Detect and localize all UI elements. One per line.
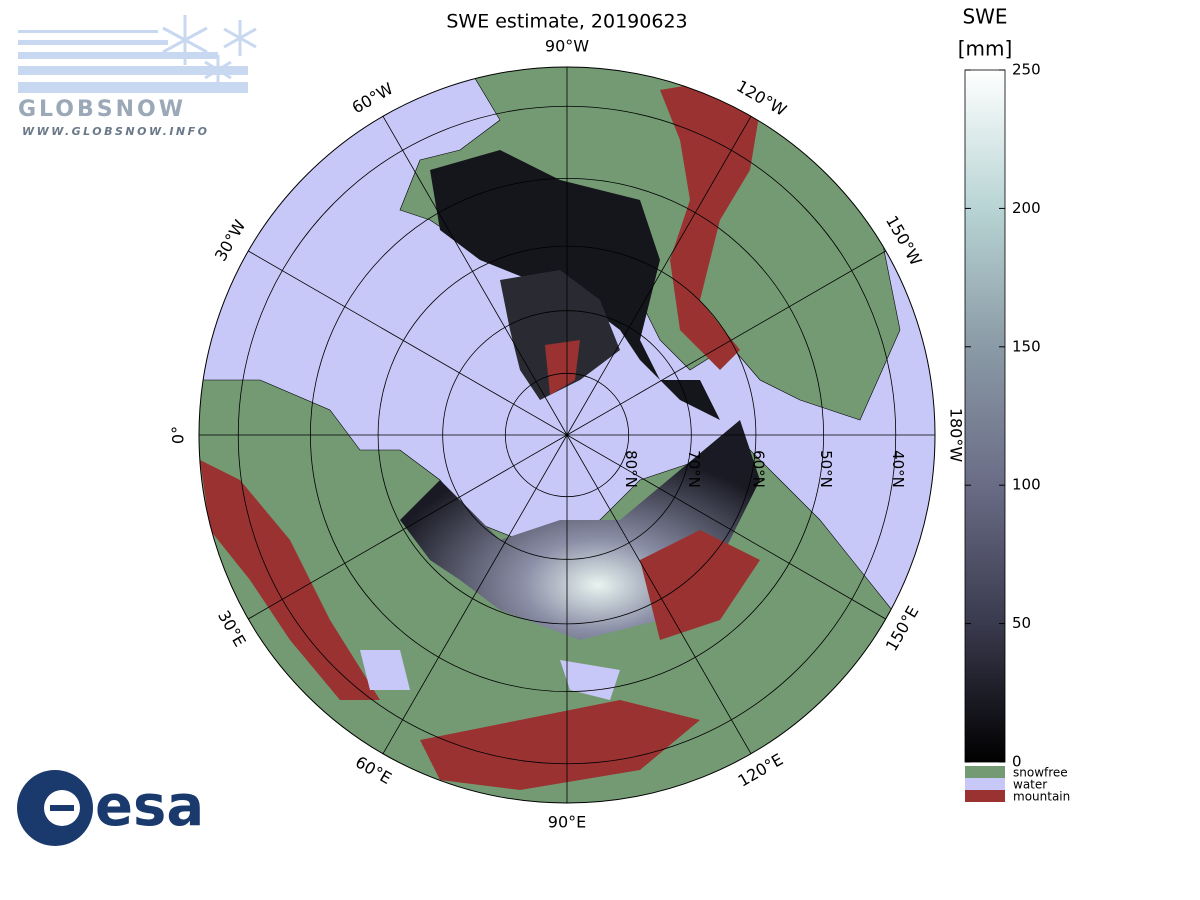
scandinavia-mtn — [200, 460, 380, 700]
meridian — [382, 434, 568, 754]
longitude-label: 60°W — [349, 79, 397, 118]
greenland-mtn — [545, 340, 580, 395]
esa-logo: esa — [17, 770, 204, 846]
meridian — [382, 116, 568, 436]
logo-name: GLOBSNOW — [18, 97, 186, 122]
longitude-label: 0° — [169, 426, 188, 444]
meridian — [248, 434, 568, 620]
class-swatch — [965, 766, 1005, 778]
siberia-mtn — [640, 530, 760, 640]
colorbar-unit: [mm] — [958, 37, 1013, 61]
lakes — [360, 650, 620, 700]
meridian — [566, 116, 752, 436]
meridian — [566, 434, 752, 754]
colorbar-tick-label: 200 — [1012, 199, 1041, 217]
class-label: snowfree — [1013, 766, 1068, 780]
class-label: water — [1013, 778, 1047, 792]
class-swatch — [965, 790, 1005, 802]
greenland-area — [500, 270, 620, 400]
colorbar-tick-label: 50 — [1012, 614, 1031, 632]
globsnow-logo: GLOBSNOW WWW.GLOBSNOW.INFO — [18, 15, 257, 138]
colorbar: SWE [mm] 0 50 100 150 200 250 snowfreewatermou… — [958, 5, 1071, 804]
latitude-label: 70°N — [685, 450, 703, 488]
meridian — [566, 250, 886, 436]
map-boundary — [198, 66, 936, 804]
longitude-label: 30°E — [214, 607, 250, 650]
colorbar-title: SWE — [962, 5, 1007, 29]
latitude-label: 40°N — [889, 450, 907, 488]
title: SWE estimate, 20190623 — [446, 11, 687, 33]
esa-text: esa — [95, 774, 204, 839]
class-swatch — [965, 778, 1005, 790]
longitude-label: 30°W — [211, 216, 250, 264]
longitude-label: 180°W — [947, 408, 966, 463]
class-label: mountain — [1013, 790, 1070, 804]
colorbar-tick-label: 0 — [1012, 753, 1022, 771]
colorbar-tick-label: 250 — [1012, 61, 1041, 79]
longitude-label: 90°W — [545, 37, 589, 56]
colorbar-tick-label: 100 — [1012, 476, 1041, 494]
colorbar-gradient — [964, 69, 1006, 763]
asia-mtn — [420, 700, 700, 790]
logo-url: WWW.GLOBSNOW.INFO — [22, 125, 210, 138]
latitude-label: 50°N — [817, 450, 835, 488]
longitude-label: 90°E — [548, 813, 586, 832]
latitude-label: 60°N — [749, 450, 767, 488]
colorbar-tick-label: 150 — [1012, 337, 1041, 355]
meridian — [566, 434, 886, 620]
longitude-label: 60°E — [352, 752, 395, 788]
map: 80°N 70°N 60°N 50°N 40°N0°30°E60°E90°E120°E1… — [169, 37, 966, 832]
meridian — [248, 250, 568, 436]
latitude-label: 80°N — [622, 450, 640, 488]
